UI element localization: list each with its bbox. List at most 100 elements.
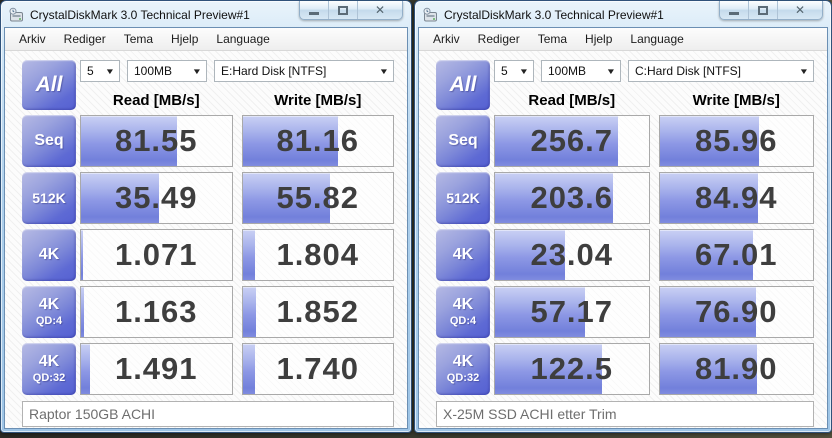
gauge-4k-qd32-read: 122.5: [494, 343, 650, 395]
run-count-value: 5: [501, 64, 508, 78]
drive-value: E:Hard Disk [NTFS]: [221, 64, 327, 78]
gauge-fill: [495, 116, 619, 166]
menu-item-tema[interactable]: Tema: [537, 32, 568, 46]
window-controls: ✕: [719, 1, 823, 20]
read-header: Read [MB/s]: [112, 92, 200, 109]
run-count-select[interactable]: 5 ▼: [80, 60, 120, 82]
minimize-button[interactable]: [720, 1, 749, 19]
comment-input[interactable]: [436, 401, 814, 427]
4k-qd32-test-button[interactable]: 4K QD:32: [436, 343, 490, 395]
write-header: Write [MB/s]: [274, 92, 362, 109]
chevron-down-icon: ▼: [518, 66, 530, 76]
minimize-icon: [309, 12, 319, 15]
gauge-seq-write: 81.16: [241, 115, 394, 167]
row-label-text: 4K: [452, 245, 474, 263]
gauge-512k-read: 35.49: [80, 172, 233, 224]
gauge-value: 67.01: [694, 237, 778, 272]
gauge-fill: [242, 173, 331, 223]
menu-item-rediger[interactable]: Rediger: [477, 32, 520, 46]
all-test-button[interactable]: All: [436, 60, 490, 110]
gauge-value: 85.96: [694, 123, 778, 158]
drive-select[interactable]: E:Hard Disk [NTFS] ▼: [214, 60, 394, 82]
window-body: Arkiv Rediger Tema Hjelp Language All 5 …: [418, 27, 828, 429]
seq-test-button[interactable]: Seq: [22, 115, 76, 167]
gauge-fill: [81, 344, 90, 394]
gauge-value: 122.5: [530, 351, 614, 386]
chevron-down-icon: ▼: [104, 66, 116, 76]
menu-item-tema[interactable]: Tema: [123, 32, 154, 46]
gauge-4k-qd4-read: 1.163: [80, 286, 233, 338]
client-area: All 5 ▼ 100MB ▼ E:Har: [5, 51, 407, 428]
menu-item-language[interactable]: Language: [630, 32, 684, 46]
titlebar[interactable]: CrystalDiskMark 3.0 Technical Preview#1 …: [415, 1, 831, 26]
row-label-text: Seq: [34, 131, 64, 149]
4k-qd4-test-button[interactable]: 4K QD:4: [22, 286, 76, 338]
gauge-seq-write: 85.96: [658, 115, 814, 167]
menubar: Arkiv Rediger Tema Hjelp Language: [419, 28, 827, 51]
gauge-fill: [495, 287, 585, 337]
maximize-button[interactable]: [329, 1, 358, 19]
bench-row-4k-qd4: 4K QD:4 1.163 1.852: [22, 286, 394, 338]
gauge-4k-qd32-read: 1.491: [80, 343, 233, 395]
row-label-text: 4K: [452, 353, 474, 371]
menu-item-hjelp[interactable]: Hjelp: [171, 32, 199, 46]
menu-item-rediger[interactable]: Rediger: [63, 32, 106, 46]
gauge-fill: [495, 344, 602, 394]
512k-test-button[interactable]: 512K: [22, 172, 76, 224]
4k-test-button[interactable]: 4K: [436, 229, 490, 281]
row-sublabel-text: QD:4: [449, 314, 477, 327]
test-size-select[interactable]: 100MB ▼: [541, 60, 621, 82]
menu-item-arkiv[interactable]: Arkiv: [433, 32, 460, 46]
chevron-down-icon: ▼: [605, 66, 617, 76]
gauge-4k-qd32-write: 1.740: [241, 343, 394, 395]
combo-row: 5 ▼ 100MB ▼ E:Hard Disk [NTFS] ▼: [80, 60, 394, 82]
gauge-value: 203.6: [530, 180, 614, 215]
gauge-4k-write: 67.01: [658, 229, 814, 281]
4k-test-button[interactable]: 4K: [22, 229, 76, 281]
controls-row: All 5 ▼ 100MB ▼ C:Har: [436, 60, 814, 110]
titlebar[interactable]: CrystalDiskMark 3.0 Technical Preview#1 …: [1, 1, 411, 26]
seq-test-button[interactable]: Seq: [436, 115, 490, 167]
comment-input[interactable]: [22, 401, 394, 427]
gauge-value: 23.04: [530, 237, 614, 272]
all-test-button[interactable]: All: [22, 60, 76, 110]
gauge-value: 1.491: [114, 351, 198, 386]
gauge-value: 57.17: [530, 294, 614, 329]
drive-select[interactable]: C:Hard Disk [NTFS] ▼: [628, 60, 814, 82]
gauge-4k-write: 1.804: [241, 229, 394, 281]
maximize-button[interactable]: [749, 1, 778, 19]
gauge-fill: [81, 173, 159, 223]
menu-item-hjelp[interactable]: Hjelp: [585, 32, 613, 46]
4k-qd32-test-button[interactable]: 4K QD:32: [22, 343, 76, 395]
gauge-value: 1.740: [276, 351, 360, 386]
gauge-fill: [81, 230, 84, 280]
close-button[interactable]: ✕: [778, 1, 822, 19]
gauge-fill: [242, 344, 255, 394]
app-icon: [422, 7, 438, 23]
chevron-down-icon: ▼: [378, 66, 390, 76]
minimize-button[interactable]: [300, 1, 329, 19]
row-sublabel-text: QD:32: [446, 371, 480, 384]
close-button[interactable]: ✕: [358, 1, 402, 19]
menu-item-language[interactable]: Language: [216, 32, 270, 46]
gauge-fill: [242, 116, 339, 166]
controls-right: 5 ▼ 100MB ▼ E:Hard Disk [NTFS] ▼: [80, 60, 394, 110]
bench-row-512k: 512K 35.49 55.82: [22, 172, 394, 224]
gauge-value: 1.163: [114, 294, 198, 329]
gauge-value: 1.852: [276, 294, 360, 329]
row-label-text: 4K: [452, 296, 474, 314]
menu-item-arkiv[interactable]: Arkiv: [19, 32, 46, 46]
bench-row-4k-qd32: 4K QD:32 122.5 81.90: [436, 343, 814, 395]
gauge-value: 81.90: [694, 351, 778, 386]
gauge-value: 81.55: [114, 123, 198, 158]
gauge-seq-read: 256.7: [494, 115, 650, 167]
column-headers: Read [MB/s] Write [MB/s]: [494, 92, 814, 109]
run-count-select[interactable]: 5 ▼: [494, 60, 534, 82]
512k-test-button[interactable]: 512K: [436, 172, 490, 224]
4k-qd4-test-button[interactable]: 4K QD:4: [436, 286, 490, 338]
test-size-value: 100MB: [548, 64, 587, 78]
test-size-select[interactable]: 100MB ▼: [127, 60, 207, 82]
gauge-value: 35.49: [114, 180, 198, 215]
combo-row: 5 ▼ 100MB ▼ C:Hard Disk [NTFS] ▼: [494, 60, 814, 82]
benchmark-window-left: CrystalDiskMark 3.0 Technical Preview#1 …: [0, 0, 412, 433]
